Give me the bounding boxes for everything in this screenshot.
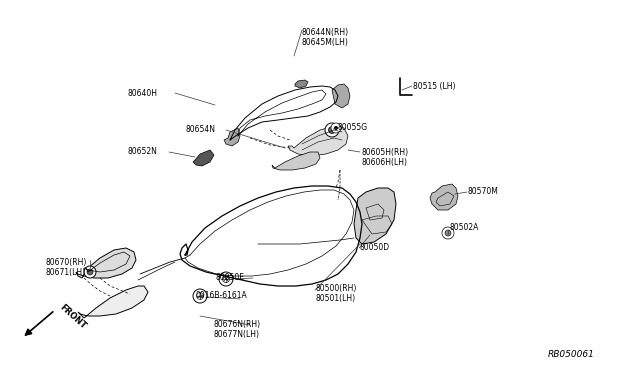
Polygon shape bbox=[76, 248, 136, 278]
Text: 80050E: 80050E bbox=[216, 273, 245, 282]
Polygon shape bbox=[332, 84, 350, 108]
Circle shape bbox=[334, 126, 338, 130]
Text: 80050D: 80050D bbox=[360, 244, 390, 253]
Circle shape bbox=[193, 289, 207, 303]
Polygon shape bbox=[295, 80, 308, 88]
Text: 80676N(RH)
80677N(LH): 80676N(RH) 80677N(LH) bbox=[214, 320, 261, 339]
Polygon shape bbox=[354, 188, 396, 244]
Circle shape bbox=[325, 123, 339, 137]
Text: 80640H: 80640H bbox=[128, 89, 158, 97]
Circle shape bbox=[84, 266, 96, 278]
Text: 80605H(RH)
80606H(LH): 80605H(RH) 80606H(LH) bbox=[362, 148, 409, 167]
Circle shape bbox=[219, 272, 233, 286]
Circle shape bbox=[445, 230, 451, 236]
Circle shape bbox=[223, 276, 230, 282]
Text: 80502A: 80502A bbox=[450, 224, 479, 232]
Circle shape bbox=[87, 269, 93, 275]
Polygon shape bbox=[288, 126, 348, 156]
Circle shape bbox=[442, 227, 454, 239]
Circle shape bbox=[196, 292, 204, 299]
Text: 80570M: 80570M bbox=[468, 187, 499, 196]
Text: RB050061: RB050061 bbox=[548, 350, 595, 359]
Polygon shape bbox=[272, 152, 320, 170]
Polygon shape bbox=[78, 286, 148, 318]
Text: 80644N(RH)
80645M(LH): 80644N(RH) 80645M(LH) bbox=[302, 28, 349, 47]
Circle shape bbox=[328, 126, 335, 134]
Text: 80055G: 80055G bbox=[338, 124, 368, 132]
Polygon shape bbox=[224, 128, 240, 146]
Polygon shape bbox=[430, 184, 458, 210]
Circle shape bbox=[331, 123, 341, 133]
Text: 80515 (LH): 80515 (LH) bbox=[413, 81, 456, 90]
Text: 80670(RH)
80671(LH): 80670(RH) 80671(LH) bbox=[46, 258, 88, 278]
Text: 80652N: 80652N bbox=[128, 148, 158, 157]
Text: FRONT: FRONT bbox=[58, 303, 88, 331]
Text: 80500(RH)
80501(LH): 80500(RH) 80501(LH) bbox=[316, 284, 357, 304]
Text: 0916B-6161A: 0916B-6161A bbox=[196, 292, 248, 301]
Text: 80654N: 80654N bbox=[186, 125, 216, 135]
Polygon shape bbox=[193, 150, 214, 166]
